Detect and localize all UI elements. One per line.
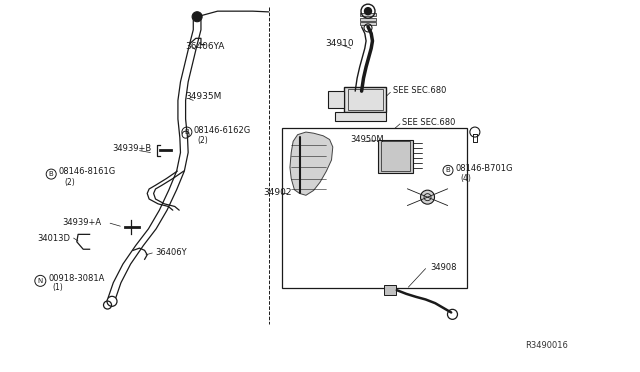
Bar bbox=[360, 22, 376, 25]
Text: (2): (2) bbox=[198, 136, 209, 145]
Bar bbox=[360, 13, 376, 16]
Text: B: B bbox=[184, 129, 189, 135]
Bar bbox=[360, 18, 376, 21]
Circle shape bbox=[192, 12, 202, 22]
Text: 34908: 34908 bbox=[431, 263, 457, 272]
Text: SEE SEC.680: SEE SEC.680 bbox=[402, 118, 455, 126]
Circle shape bbox=[35, 275, 46, 286]
Text: 00918-3081A: 00918-3081A bbox=[49, 274, 105, 283]
Text: B: B bbox=[445, 167, 451, 173]
Polygon shape bbox=[290, 132, 333, 195]
Circle shape bbox=[182, 127, 192, 137]
Text: 34013D: 34013D bbox=[37, 234, 70, 243]
Bar bbox=[282, 128, 467, 288]
Text: 36406Y: 36406Y bbox=[155, 248, 186, 257]
Bar bbox=[328, 91, 344, 108]
Circle shape bbox=[420, 190, 435, 204]
Text: 08146-8161G: 08146-8161G bbox=[59, 167, 116, 176]
Bar bbox=[384, 285, 396, 295]
Text: 34939+A: 34939+A bbox=[63, 218, 102, 227]
Text: (4): (4) bbox=[461, 174, 472, 183]
Circle shape bbox=[365, 8, 371, 15]
Text: 36406YA: 36406YA bbox=[186, 42, 225, 51]
Bar bbox=[378, 140, 413, 173]
Circle shape bbox=[182, 131, 189, 138]
Text: 34902: 34902 bbox=[264, 188, 292, 197]
Text: 08146-6162G: 08146-6162G bbox=[193, 126, 250, 135]
Text: (2): (2) bbox=[64, 178, 75, 187]
Bar bbox=[381, 141, 410, 171]
Text: B: B bbox=[49, 171, 54, 177]
Text: R3490016: R3490016 bbox=[525, 341, 568, 350]
Text: N: N bbox=[38, 278, 43, 284]
Bar bbox=[335, 112, 386, 121]
Text: SEE SEC.680: SEE SEC.680 bbox=[393, 86, 446, 95]
Circle shape bbox=[46, 169, 56, 179]
Text: 34935M: 34935M bbox=[186, 92, 222, 101]
Bar bbox=[344, 87, 386, 112]
Text: 08146-B701G: 08146-B701G bbox=[456, 164, 513, 173]
Text: 34939+B: 34939+B bbox=[112, 144, 151, 153]
Text: (1): (1) bbox=[52, 283, 63, 292]
Text: 34910: 34910 bbox=[325, 39, 354, 48]
Circle shape bbox=[443, 166, 453, 175]
Text: 34950M: 34950M bbox=[351, 135, 385, 144]
Bar bbox=[348, 89, 383, 110]
